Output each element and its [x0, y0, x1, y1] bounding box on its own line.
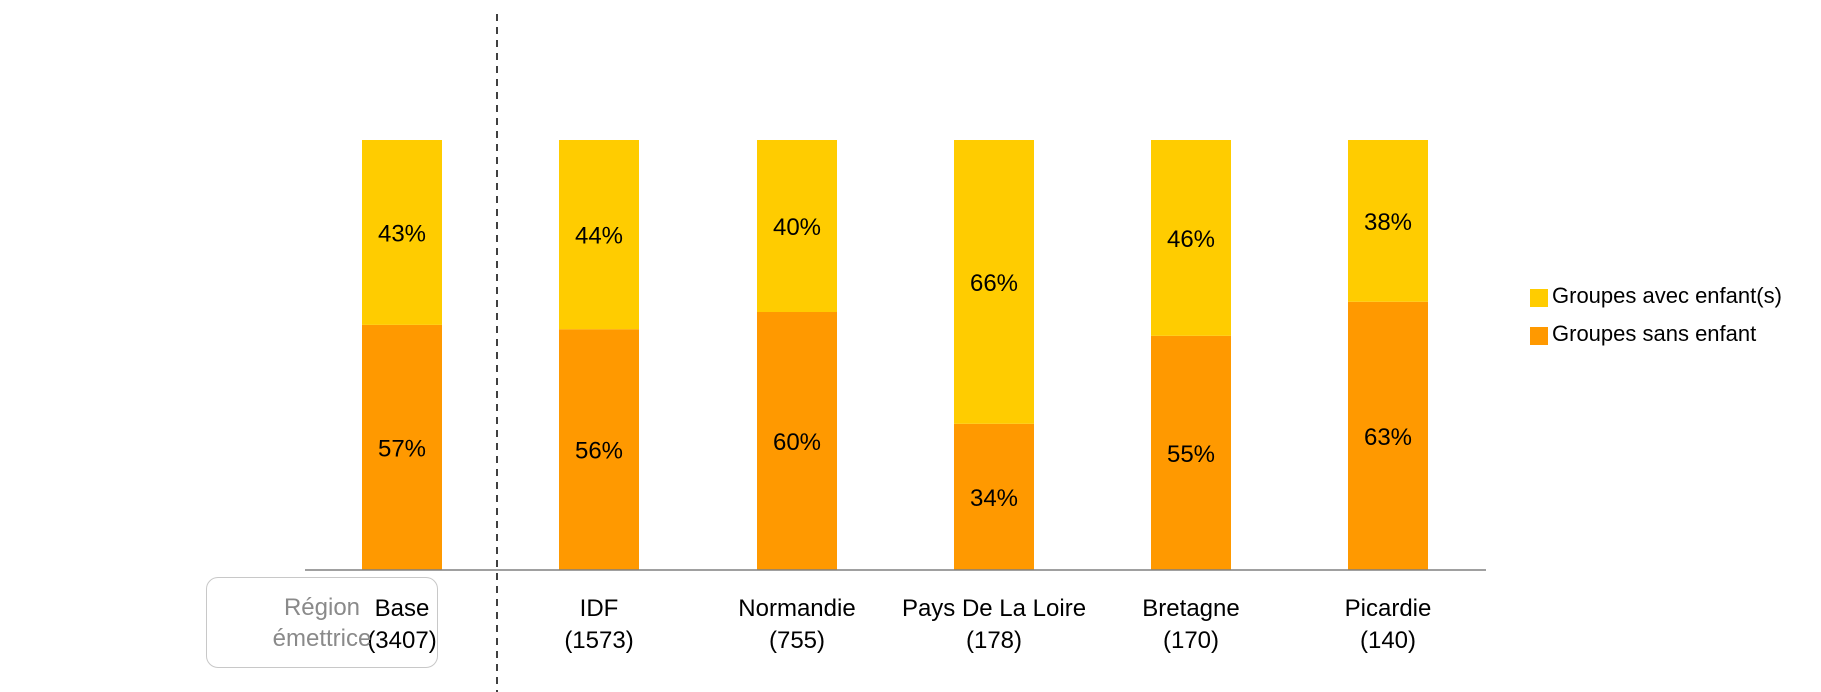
bar-sans-4	[1151, 335, 1231, 570]
legend-swatch-avec	[1530, 289, 1548, 307]
category-count-0: (3407)	[367, 627, 436, 654]
value-label-sans-1: 56%	[575, 438, 623, 465]
category-label-4: Bretagne	[1142, 595, 1239, 622]
region-emettrice-box: Région émettrice	[206, 577, 438, 668]
legend-swatch-sans	[1530, 327, 1548, 345]
value-label-sans-4: 55%	[1167, 441, 1215, 468]
category-count-3: (178)	[966, 627, 1022, 654]
category-label-5: Picardie	[1345, 595, 1432, 622]
category-label-0: Base	[375, 595, 430, 622]
value-labels-group: 57% 43% 56% 44% 60% 40% 34% 66% 55% 46% 63% 38%	[378, 209, 1412, 512]
value-label-avec-3: 66%	[970, 270, 1018, 297]
bar-sans-2	[757, 312, 837, 570]
bar-sans-3	[954, 423, 1034, 570]
value-label-sans-0: 57%	[378, 435, 426, 462]
value-label-avec-0: 43%	[378, 220, 426, 247]
value-label-sans-3: 34%	[970, 485, 1018, 512]
value-label-avec-2: 40%	[773, 214, 821, 241]
value-label-avec-4: 46%	[1167, 226, 1215, 253]
value-label-avec-1: 44%	[575, 223, 623, 250]
category-count-5: (140)	[1360, 627, 1416, 654]
bar-avec-3	[954, 140, 1034, 424]
category-label-1: IDF	[580, 595, 619, 622]
value-label-avec-5: 38%	[1364, 209, 1412, 236]
category-count-1: (1573)	[564, 627, 633, 654]
bar-avec-2	[757, 140, 837, 312]
bar-avec-5	[1348, 140, 1428, 302]
bar-sans-1	[559, 329, 639, 570]
legend-label-avec: Groupes avec enfant(s)	[1552, 283, 1782, 308]
bar-sans-5	[1348, 301, 1428, 570]
region-label-line1: Région	[283, 593, 361, 621]
bar-avec-0	[362, 140, 442, 325]
legend-label-sans: Groupes sans enfant	[1552, 321, 1756, 346]
region-label-line2: émettrice	[272, 624, 372, 652]
bar-avec-1	[559, 140, 639, 330]
category-label-3: Pays De La Loire	[902, 595, 1086, 622]
legend: Groupes avec enfant(s) Groupes sans enfa…	[1530, 283, 1782, 346]
bars-group	[362, 140, 1428, 570]
bar-sans-0	[362, 324, 442, 570]
value-label-sans-5: 63%	[1364, 424, 1412, 451]
category-count-4: (170)	[1163, 627, 1219, 654]
category-count-2: (755)	[769, 627, 825, 654]
category-label-2: Normandie	[738, 595, 855, 622]
category-labels-group: Base (3407) IDF (1573) Normandie (755) Pays De…	[367, 595, 1431, 654]
value-label-sans-2: 60%	[773, 429, 821, 456]
bar-avec-4	[1151, 140, 1231, 336]
